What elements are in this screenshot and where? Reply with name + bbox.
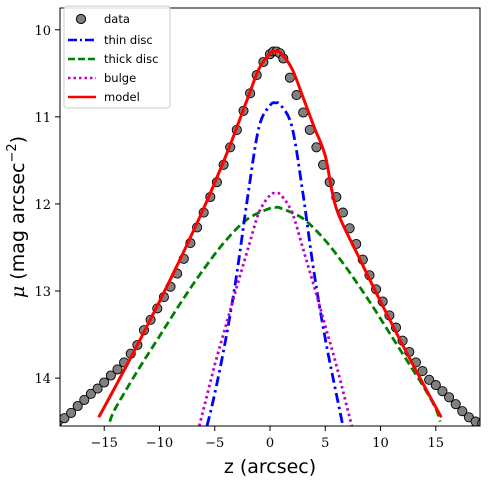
x-tick-label: 5 <box>321 436 329 451</box>
y-tick-label: 10 <box>34 24 51 39</box>
legend: data thin disc thick disc bulge model <box>63 5 171 109</box>
x-tick-label: −10 <box>146 436 173 451</box>
legend-label-thick: thick disc <box>104 52 158 66</box>
data-point <box>430 380 441 391</box>
data-point <box>424 374 435 385</box>
data-point <box>112 364 123 375</box>
data-point <box>437 386 448 397</box>
y-tick-label: 11 <box>34 111 51 126</box>
legend-marker-data <box>75 13 87 25</box>
x-tick-label: −5 <box>205 436 224 451</box>
x-axis-label: z (arcsec) <box>224 456 316 478</box>
y-axis-label-text: (mag arcsec <box>7 163 29 280</box>
legend-entry-model: model <box>68 90 140 104</box>
series-line-model <box>97 49 443 419</box>
y-axis-label-exponent: −2 <box>5 143 20 162</box>
data-point <box>92 383 103 394</box>
y-axis: 10 11 12 13 14 <box>34 24 60 387</box>
x-axis: −15 −10 −5 0 5 10 15 <box>90 426 444 451</box>
x-tick-label: −15 <box>90 436 117 451</box>
data-point <box>477 418 480 426</box>
data-point <box>444 392 455 403</box>
data-point <box>66 407 77 418</box>
legend-entry-thin: thin disc <box>68 33 153 47</box>
legend-label-thin: thin disc <box>104 33 153 47</box>
legend-label-model: model <box>104 90 140 104</box>
legend-box <box>63 5 171 109</box>
legend-label-data: data <box>104 12 130 26</box>
data-point <box>457 406 468 417</box>
y-axis-label: μ (mag arcsec−2) <box>5 136 29 298</box>
x-tick-label: 0 <box>266 436 274 451</box>
y-tick-label: 14 <box>34 372 51 387</box>
data-point <box>99 377 110 388</box>
legend-label-bulge: bulge <box>104 71 136 85</box>
legend-entry-bulge: bulge <box>68 71 136 85</box>
plot-area <box>60 46 480 426</box>
series-line-bulge <box>197 191 354 426</box>
y-tick-label: 13 <box>34 285 51 300</box>
data-point <box>72 400 83 412</box>
legend-entry-thick: thick disc <box>68 52 158 66</box>
y-tick-label: 12 <box>34 198 51 213</box>
data-point <box>60 413 70 424</box>
data-point <box>105 370 116 381</box>
y-axis-label-symbol: μ <box>7 286 29 298</box>
data-point <box>79 394 90 405</box>
x-tick-label: 15 <box>428 436 445 451</box>
data-point <box>450 399 461 410</box>
data-point <box>85 388 96 399</box>
data-point <box>311 142 322 153</box>
legend-entry-data: data <box>75 12 130 26</box>
series-line-thick <box>108 205 442 423</box>
x-tick-label: 10 <box>372 436 389 451</box>
y-axis-label-close: ) <box>7 136 29 143</box>
